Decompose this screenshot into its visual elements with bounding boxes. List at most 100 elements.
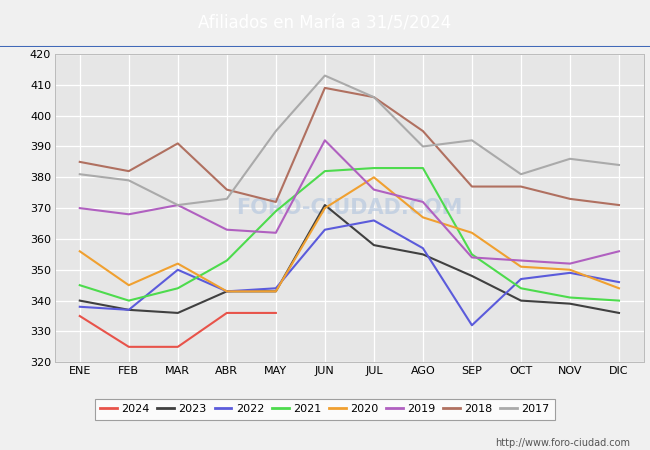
2022 — [419, 246, 427, 251]
2022 — [615, 279, 623, 285]
2020 — [272, 288, 280, 294]
2024 — [223, 310, 231, 315]
2022 — [321, 227, 329, 232]
2020 — [223, 288, 231, 294]
2021 — [223, 258, 231, 263]
2022 — [174, 267, 182, 272]
2019 — [125, 212, 133, 217]
2018 — [468, 184, 476, 189]
2021 — [272, 208, 280, 214]
2021 — [174, 286, 182, 291]
2021 — [321, 168, 329, 174]
2019 — [272, 230, 280, 235]
2020 — [370, 175, 378, 180]
2019 — [517, 258, 525, 263]
2017 — [321, 73, 329, 78]
2023 — [174, 310, 182, 315]
2022 — [468, 323, 476, 328]
2019 — [370, 187, 378, 192]
2023 — [125, 307, 133, 313]
2022 — [76, 304, 84, 310]
2018 — [125, 168, 133, 174]
2018 — [615, 202, 623, 208]
2021 — [468, 252, 476, 257]
2022 — [370, 218, 378, 223]
2019 — [223, 227, 231, 232]
2023 — [76, 298, 84, 303]
2023 — [419, 252, 427, 257]
2017 — [76, 171, 84, 177]
2023 — [370, 243, 378, 248]
2023 — [321, 202, 329, 208]
2023 — [615, 310, 623, 315]
2021 — [517, 286, 525, 291]
2024 — [272, 310, 280, 315]
Line: 2019: 2019 — [80, 140, 619, 264]
2019 — [566, 261, 574, 266]
2021 — [125, 298, 133, 303]
2024 — [125, 344, 133, 350]
2020 — [321, 206, 329, 211]
2018 — [223, 187, 231, 192]
2017 — [223, 196, 231, 202]
2019 — [76, 206, 84, 211]
2019 — [321, 138, 329, 143]
Line: 2021: 2021 — [80, 168, 619, 301]
2017 — [419, 144, 427, 149]
2020 — [419, 215, 427, 220]
2020 — [566, 267, 574, 272]
2017 — [174, 202, 182, 208]
2018 — [272, 199, 280, 205]
2021 — [615, 298, 623, 303]
2020 — [125, 283, 133, 288]
Line: 2017: 2017 — [80, 76, 619, 205]
2017 — [615, 162, 623, 168]
2017 — [517, 171, 525, 177]
2019 — [419, 199, 427, 205]
2022 — [125, 307, 133, 313]
2017 — [468, 138, 476, 143]
Text: http://www.foro-ciudad.com: http://www.foro-ciudad.com — [495, 438, 630, 448]
2018 — [76, 159, 84, 165]
2020 — [517, 264, 525, 270]
2018 — [321, 85, 329, 90]
2018 — [419, 128, 427, 134]
2020 — [76, 248, 84, 254]
2023 — [223, 288, 231, 294]
2022 — [272, 286, 280, 291]
2017 — [370, 94, 378, 100]
2021 — [76, 283, 84, 288]
2022 — [517, 276, 525, 282]
2020 — [468, 230, 476, 235]
2023 — [517, 298, 525, 303]
2023 — [566, 301, 574, 306]
2023 — [272, 288, 280, 294]
Line: 2018: 2018 — [80, 88, 619, 205]
2022 — [223, 288, 231, 294]
2017 — [272, 128, 280, 134]
2021 — [419, 165, 427, 171]
2019 — [174, 202, 182, 208]
2018 — [370, 94, 378, 100]
2024 — [76, 313, 84, 319]
Text: Afiliados en María a 31/5/2024: Afiliados en María a 31/5/2024 — [198, 14, 452, 33]
Line: 2023: 2023 — [80, 205, 619, 313]
2024 — [174, 344, 182, 350]
2018 — [174, 141, 182, 146]
2019 — [468, 255, 476, 260]
Line: 2020: 2020 — [80, 177, 619, 291]
2017 — [566, 156, 574, 162]
2021 — [370, 165, 378, 171]
2021 — [566, 295, 574, 300]
2018 — [517, 184, 525, 189]
2018 — [566, 196, 574, 202]
Line: 2022: 2022 — [80, 220, 619, 325]
Line: 2024: 2024 — [80, 313, 276, 347]
2019 — [615, 248, 623, 254]
2020 — [174, 261, 182, 266]
2022 — [566, 270, 574, 275]
2017 — [125, 178, 133, 183]
2020 — [615, 286, 623, 291]
2023 — [468, 273, 476, 279]
Text: FORO-CIUDAD.COM: FORO-CIUDAD.COM — [236, 198, 463, 218]
